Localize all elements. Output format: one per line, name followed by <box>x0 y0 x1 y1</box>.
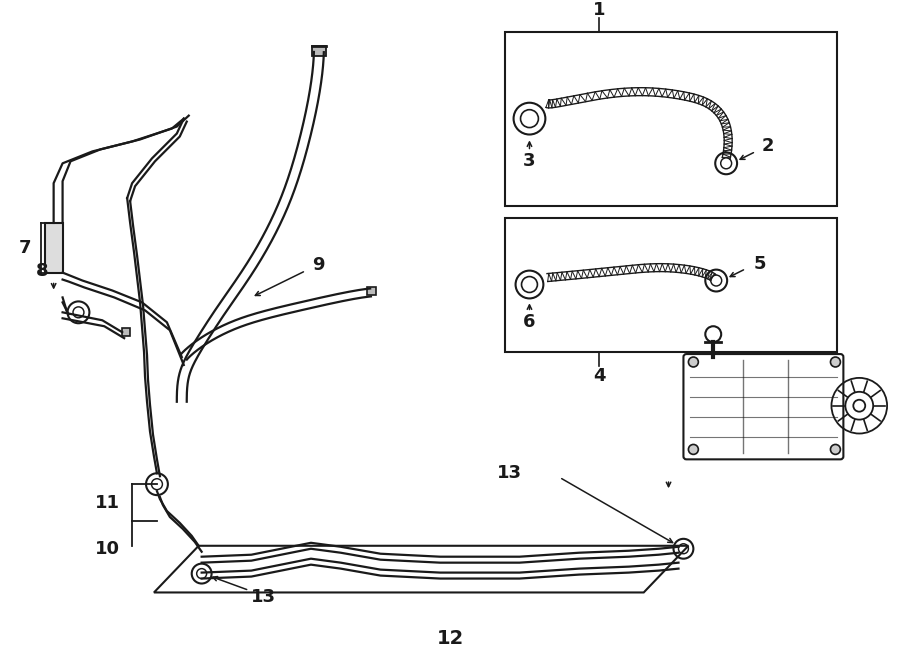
Text: 11: 11 <box>95 494 121 512</box>
Bar <box>505 32 837 206</box>
Circle shape <box>688 444 698 454</box>
Text: 1: 1 <box>593 1 606 19</box>
Bar <box>505 218 837 352</box>
Text: 8: 8 <box>35 261 48 279</box>
Text: 6: 6 <box>523 313 536 331</box>
Bar <box>366 287 376 295</box>
Text: 13: 13 <box>251 589 275 606</box>
Bar <box>45 223 63 273</box>
Circle shape <box>831 444 841 454</box>
Text: 4: 4 <box>593 367 606 385</box>
Circle shape <box>688 357 698 367</box>
Text: 5: 5 <box>753 255 766 273</box>
Bar <box>122 328 130 336</box>
Text: 13: 13 <box>497 464 522 482</box>
Bar <box>312 46 326 56</box>
Circle shape <box>831 357 841 367</box>
Text: 3: 3 <box>523 152 536 170</box>
Text: 9: 9 <box>312 256 325 273</box>
Text: 10: 10 <box>95 540 121 558</box>
Text: 2: 2 <box>761 138 774 156</box>
Text: 12: 12 <box>436 629 464 647</box>
Text: 7: 7 <box>18 239 31 257</box>
